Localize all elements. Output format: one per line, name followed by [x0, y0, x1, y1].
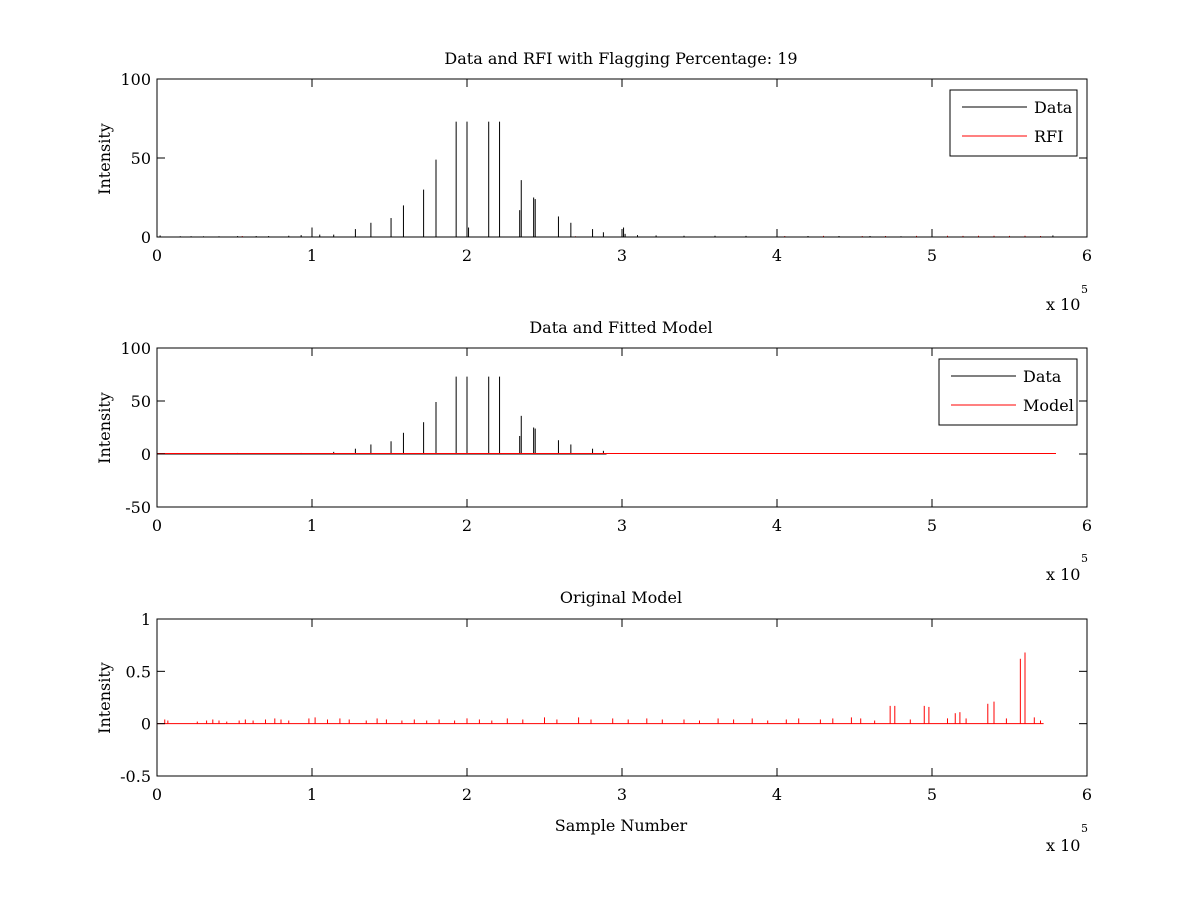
panel-1-xtick-label-5: 4 [772, 246, 782, 265]
panel-2-xtick-label-4: 3 [617, 516, 627, 535]
panel-3-xtick-label-2: 1 [307, 785, 317, 804]
panel-3-ytick-label-4: 1 [141, 610, 151, 629]
panel-2-xtick-label-7: 6 [1082, 516, 1092, 535]
panel-3-title: Original Model [560, 588, 682, 607]
panel-1-xtick-label-1: 0 [152, 246, 162, 265]
panel-3-ylabel: Intensity [95, 662, 114, 734]
panel-1-ylabel: Intensity [95, 123, 114, 195]
panel-2-legend: Data Model [938, 358, 1078, 426]
panel-1-x-multiplier-exponent: 5 [1081, 283, 1088, 296]
panel-1-xtick-label-2: 1 [307, 246, 317, 265]
panel-2: Data and Fitted Model Intensity 0 1 2 3 4 5 6 -… [95, 318, 1092, 584]
panel-2-xtick-label-5: 4 [772, 516, 782, 535]
panel-1-title: Data and RFI with Flagging Percentage: 1… [444, 49, 797, 68]
panel-1-xtick-label-3: 2 [462, 246, 472, 265]
panel-3-ytick-label-2: 0 [141, 715, 151, 734]
panel-1-legend: Data RFI [949, 89, 1078, 157]
panel-2-series-1 [157, 376, 607, 455]
panel-1-x-multiplier: x 10 [1046, 295, 1080, 314]
panel-3-ytick-label-3: 0.5 [126, 662, 151, 681]
panel-3-xlabel: Sample Number [555, 816, 688, 835]
panel-1-ytick-label-1: 0 [141, 228, 151, 247]
panel-3-xtick-label-6: 5 [927, 785, 937, 804]
panel-1-legend-label-1: Data [1034, 98, 1073, 117]
panel-2-xtick-label-1: 0 [152, 516, 162, 535]
panel-2-title: Data and Fitted Model [529, 318, 712, 337]
panel-2-legend-box [938, 358, 1078, 426]
panel-1-ytick-label-2: 50 [131, 149, 151, 168]
panel-2-legend-label-1: Data [1023, 367, 1062, 386]
panel-1-legend-box [949, 89, 1078, 157]
panel-3-x-multiplier: x 10 [1046, 836, 1080, 855]
panel-2-xtick-label-2: 1 [307, 516, 317, 535]
panel-1-plot: 0 1 2 3 4 5 6 0 50 100 Data RFI [120, 70, 1092, 265]
panel-1-legend-label-2: RFI [1034, 127, 1063, 146]
panel-2-ytick-label-4: 100 [120, 339, 151, 358]
panel-2-x-multiplier-exponent: 5 [1081, 552, 1088, 565]
panel-2-legend-label-2: Model [1023, 396, 1074, 415]
panel-3-x-multiplier-exponent: 5 [1081, 822, 1088, 835]
panel-2-ytick-label-3: 50 [131, 392, 151, 411]
panel-2-ylabel: Intensity [95, 392, 114, 464]
panel-3-ytick-label-1: -0.5 [120, 767, 151, 786]
panel-2-ytick-label-1: -50 [125, 498, 151, 517]
panel-3-xtick-label-5: 4 [772, 785, 782, 804]
panel-2-x-multiplier: x 10 [1046, 565, 1080, 584]
panel-2-xtick-label-3: 2 [462, 516, 472, 535]
panel-1-xtick-label-6: 5 [927, 246, 937, 265]
panel-2-ytick-label-2: 0 [141, 445, 151, 464]
panel-1-xtick-label-7: 6 [1082, 246, 1092, 265]
panel-1-ytick-label-3: 100 [120, 70, 151, 89]
panel-3-plot: 0 1 2 3 4 5 6-0.500.51 [120, 610, 1092, 804]
panel-2-xtick-label-6: 5 [927, 516, 937, 535]
panel-3-xtick-label-3: 2 [462, 785, 472, 804]
panel-1-xtick-label-4: 3 [617, 246, 627, 265]
panel-3-xtick-label-4: 3 [617, 785, 627, 804]
panel-1: Data and RFI with Flagging Percentage: 1… [95, 49, 1092, 314]
panel-3: Original Model Intensity Sample Number 0… [95, 588, 1092, 855]
panel-3-xtick-label-7: 6 [1082, 785, 1092, 804]
panel-3-xtick-label-1: 0 [152, 785, 162, 804]
panel-3-series-1 [157, 652, 1044, 725]
